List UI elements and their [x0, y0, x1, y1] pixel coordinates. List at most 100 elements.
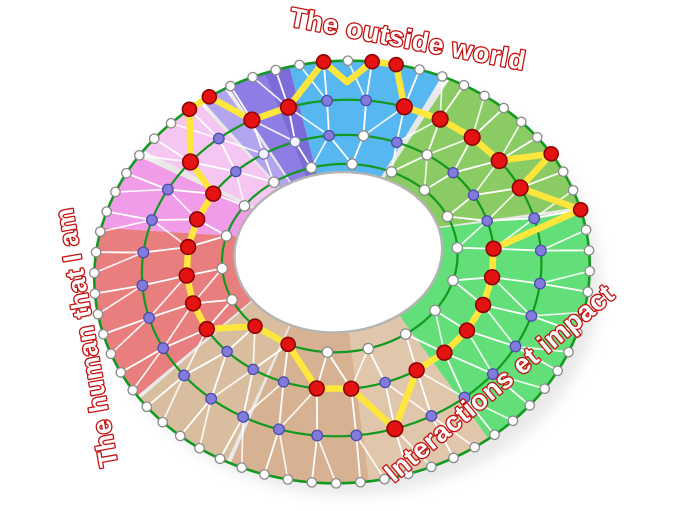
score-node-white[interactable] [402, 468, 414, 480]
score-node-purple[interactable] [137, 246, 150, 259]
score-node-white[interactable] [115, 367, 127, 378]
score-node-white[interactable] [165, 117, 177, 129]
score-node-white[interactable] [515, 116, 527, 128]
score-node-purple[interactable] [509, 340, 522, 353]
score-node-purple[interactable] [350, 429, 363, 442]
score-node-white[interactable] [238, 199, 251, 212]
score-node-white[interactable] [447, 274, 459, 287]
score-node-purple[interactable] [277, 376, 290, 388]
score-node-purple[interactable] [390, 136, 403, 149]
score-node-red[interactable] [474, 296, 492, 314]
score-node-white[interactable] [567, 184, 579, 196]
score-node-white[interactable] [582, 286, 594, 298]
score-node-white[interactable] [216, 262, 229, 275]
score-node-white[interactable] [498, 102, 510, 114]
score-node-white[interactable] [194, 442, 205, 454]
score-node-purple[interactable] [486, 368, 499, 380]
score-node-white[interactable] [414, 64, 425, 75]
score-node-purple[interactable] [157, 342, 170, 355]
score-node-white[interactable] [88, 267, 100, 279]
score-node-red[interactable] [198, 320, 215, 338]
score-node-white[interactable] [557, 166, 569, 177]
score-node-purple[interactable] [534, 244, 547, 257]
score-node-purple[interactable] [467, 189, 480, 201]
score-node-white[interactable] [524, 399, 536, 411]
score-node-white[interactable] [220, 229, 233, 242]
score-node-white[interactable] [270, 64, 282, 76]
score-node-red[interactable] [181, 153, 200, 171]
score-node-white[interactable] [305, 161, 318, 174]
score-node-red[interactable] [572, 201, 589, 218]
score-node-white[interactable] [346, 158, 358, 170]
score-node-white[interactable] [539, 383, 550, 395]
score-node-white[interactable] [458, 79, 470, 91]
score-node-purple[interactable] [311, 429, 324, 442]
score-node-red[interactable] [458, 322, 476, 339]
score-node-white[interactable] [580, 224, 592, 236]
score-node-red[interactable] [388, 56, 404, 73]
score-node-purple[interactable] [273, 423, 285, 436]
score-node-red[interactable] [431, 110, 449, 128]
score-node-white[interactable] [399, 328, 412, 340]
score-node-purple[interactable] [425, 410, 438, 422]
score-node-purple[interactable] [525, 310, 538, 322]
score-node-white[interactable] [571, 327, 583, 338]
score-node-red[interactable] [386, 420, 404, 438]
score-node-white[interactable] [282, 474, 294, 485]
score-node-white[interactable] [362, 342, 375, 355]
score-node-purple[interactable] [534, 277, 546, 290]
score-node-white[interactable] [578, 307, 590, 318]
score-node-red[interactable] [490, 151, 508, 170]
score-node-red[interactable] [178, 267, 195, 284]
score-node-purple[interactable] [321, 94, 333, 107]
score-node-purple[interactable] [447, 166, 459, 179]
score-node-white[interactable] [157, 416, 169, 428]
score-node-white[interactable] [294, 59, 305, 71]
score-node-white[interactable] [448, 452, 459, 464]
score-node-purple[interactable] [481, 215, 493, 227]
score-node-white[interactable] [385, 166, 398, 178]
score-node-white[interactable] [92, 308, 104, 320]
score-node-purple[interactable] [230, 165, 242, 178]
score-node-purple[interactable] [360, 94, 373, 107]
score-node-purple[interactable] [212, 132, 225, 145]
score-node-white[interactable] [342, 55, 354, 67]
score-node-white[interactable] [148, 133, 160, 145]
score-node-red[interactable] [179, 238, 197, 256]
score-node-red[interactable] [483, 269, 501, 286]
score-node-white[interactable] [436, 71, 448, 82]
score-node-white[interactable] [583, 245, 595, 256]
score-node-white[interactable] [127, 384, 139, 396]
score-node-white[interactable] [247, 71, 259, 83]
score-node-red[interactable] [408, 362, 425, 379]
score-node-purple[interactable] [143, 311, 156, 324]
score-node-red[interactable] [188, 211, 206, 228]
score-node-white[interactable] [330, 477, 342, 489]
score-node-purple[interactable] [247, 363, 259, 376]
score-node-red[interactable] [181, 101, 198, 118]
score-node-purple[interactable] [161, 183, 174, 196]
score-node-red[interactable] [485, 240, 502, 257]
score-node-violetwhite[interactable] [289, 136, 301, 148]
score-node-white[interactable] [141, 401, 153, 413]
score-node-white[interactable] [421, 149, 433, 161]
score-node-white[interactable] [105, 348, 117, 360]
score-node-white[interactable] [268, 176, 280, 189]
score-node-red[interactable] [243, 111, 261, 129]
score-node-white[interactable] [531, 131, 543, 143]
score-node-white[interactable] [425, 461, 437, 473]
score-node-white[interactable] [451, 242, 464, 254]
score-node-white[interactable] [90, 246, 102, 258]
score-node-red[interactable] [315, 54, 332, 70]
score-node-red[interactable] [247, 318, 263, 334]
score-node-white[interactable] [563, 346, 574, 358]
score-node-white[interactable] [584, 265, 596, 277]
score-node-white[interactable] [321, 346, 334, 359]
score-node-purple[interactable] [178, 369, 191, 382]
score-node-purple[interactable] [528, 212, 541, 225]
score-node-red[interactable] [395, 98, 413, 116]
score-node-white[interactable] [418, 184, 431, 196]
score-node-red[interactable] [436, 344, 453, 361]
score-node-purple[interactable] [221, 345, 233, 358]
score-node-white[interactable] [134, 149, 145, 161]
